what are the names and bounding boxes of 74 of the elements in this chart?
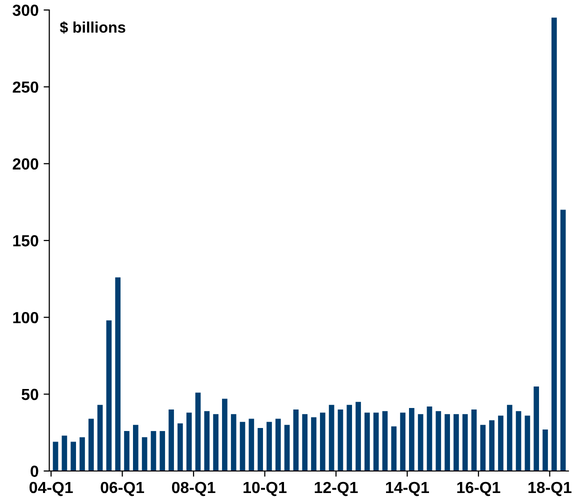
bar bbox=[436, 411, 442, 471]
y-tick-label: 150 bbox=[13, 235, 38, 246]
bar bbox=[498, 416, 504, 471]
bar bbox=[489, 420, 494, 471]
y-axis-title: $ billions bbox=[60, 21, 126, 34]
bar bbox=[80, 437, 85, 471]
x-tick-label: 14-Q1 bbox=[386, 482, 429, 496]
y-tick-label: 300 bbox=[12, 4, 38, 16]
bar bbox=[213, 414, 218, 471]
bar bbox=[258, 428, 263, 471]
bar bbox=[480, 424, 486, 471]
bar bbox=[230, 414, 236, 471]
bar bbox=[266, 422, 272, 471]
bar bbox=[168, 410, 174, 471]
x-tick-label: 06-Q1 bbox=[100, 482, 144, 496]
bar bbox=[240, 422, 246, 471]
bar bbox=[302, 414, 308, 471]
bar bbox=[534, 386, 540, 471]
y-tick-label: 200 bbox=[12, 158, 38, 170]
bar bbox=[328, 404, 334, 471]
bar bbox=[178, 423, 183, 471]
bar bbox=[132, 424, 138, 471]
x-tick-label: 18-Q1 bbox=[528, 482, 572, 496]
bar bbox=[160, 431, 166, 471]
bar bbox=[97, 404, 103, 471]
y-tick-label: 0 bbox=[30, 466, 38, 477]
bar bbox=[88, 418, 94, 471]
bar bbox=[444, 414, 450, 471]
bar bbox=[124, 431, 130, 471]
bar bbox=[506, 404, 512, 471]
bar bbox=[186, 412, 192, 471]
bar bbox=[462, 414, 468, 471]
bar bbox=[356, 402, 361, 471]
x-tick-label: 12-Q1 bbox=[314, 482, 358, 496]
y-tick-label: 50 bbox=[22, 388, 38, 400]
bar bbox=[284, 424, 290, 471]
bar bbox=[471, 410, 477, 471]
bar bbox=[382, 411, 388, 471]
bar bbox=[426, 406, 432, 471]
bar bbox=[320, 412, 326, 471]
bar bbox=[551, 18, 557, 471]
x-tick-label: 08-Q1 bbox=[172, 482, 216, 496]
bar bbox=[293, 410, 299, 471]
x-tick-label: 16-Q1 bbox=[457, 482, 500, 496]
bar bbox=[142, 437, 148, 471]
x-tick-label: 04-Q1 bbox=[30, 482, 73, 496]
bar bbox=[70, 442, 76, 471]
bar bbox=[62, 436, 68, 471]
bar bbox=[106, 320, 112, 471]
bar bbox=[204, 411, 210, 471]
bar bbox=[150, 431, 156, 471]
x-tick-label: 10-Q1 bbox=[244, 482, 287, 496]
bar bbox=[115, 277, 121, 471]
bar bbox=[373, 412, 379, 471]
bar bbox=[524, 416, 530, 471]
y-tick-label: 100 bbox=[13, 312, 38, 324]
y-tick-label: 250 bbox=[12, 81, 38, 93]
bar bbox=[275, 418, 281, 471]
bar bbox=[391, 426, 397, 471]
bar bbox=[311, 417, 316, 471]
bar bbox=[338, 410, 344, 471]
bar bbox=[195, 392, 201, 471]
bar bbox=[516, 411, 522, 471]
bar bbox=[409, 408, 414, 471]
bar bbox=[400, 412, 406, 471]
bar bbox=[364, 412, 370, 471]
bar bbox=[560, 210, 566, 471]
bar bbox=[248, 418, 254, 471]
bar bbox=[52, 442, 58, 471]
bar bbox=[346, 404, 352, 471]
bar bbox=[418, 414, 424, 471]
bar bbox=[542, 430, 548, 471]
bar bbox=[222, 398, 228, 471]
bar bbox=[454, 414, 459, 471]
